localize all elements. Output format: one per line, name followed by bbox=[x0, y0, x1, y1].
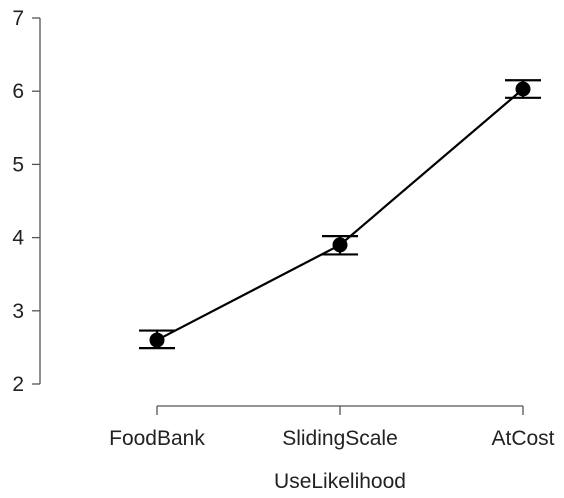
x-tick-label: SlidingScale bbox=[282, 427, 398, 450]
data-point bbox=[332, 237, 348, 253]
y-tick-label: 5 bbox=[12, 153, 24, 176]
data-point bbox=[515, 81, 531, 97]
y-tick-label: 4 bbox=[12, 227, 24, 250]
y-axis: 2 3 4 5 6 7 bbox=[12, 7, 41, 396]
y-tick-label: 6 bbox=[12, 80, 24, 103]
y-tick-label: 7 bbox=[12, 7, 24, 30]
x-axis: FoodBank SlidingScale AtCost bbox=[109, 405, 555, 450]
plot-area bbox=[139, 79, 541, 350]
data-point bbox=[149, 332, 165, 348]
series-line bbox=[156, 88, 524, 342]
x-axis-title: UseLikelihood bbox=[274, 470, 406, 493]
y-tick-label: 3 bbox=[12, 300, 24, 323]
x-tick-label: AtCost bbox=[491, 427, 554, 450]
y-tick-label: 2 bbox=[12, 373, 24, 396]
x-tick-label: FoodBank bbox=[109, 427, 205, 450]
